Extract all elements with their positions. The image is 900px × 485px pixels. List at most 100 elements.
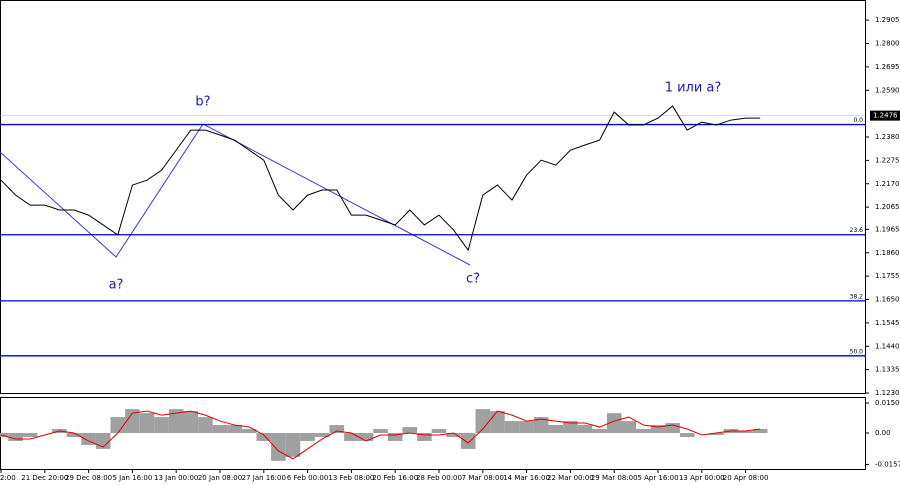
- x-tick-label: 7 Mar 08:00: [462, 474, 504, 482]
- histogram-bar: [358, 433, 374, 441]
- x-tick-label: 21 Dec 20:00: [21, 474, 68, 482]
- histogram-bar: [256, 433, 272, 441]
- x-tick-label: 13 Jan 00:00: [154, 474, 198, 482]
- x-tick-label: 22 Mar 00:00: [547, 474, 594, 482]
- histogram-bar: [679, 433, 695, 437]
- x-tick-label: 20 Apr 08:00: [723, 474, 769, 482]
- x-tick-label: 2:00: [0, 474, 16, 482]
- oscillator-panel: [0, 397, 866, 470]
- wave-annotation: a?: [109, 278, 124, 293]
- histogram-bar: [592, 429, 607, 434]
- y-tick-label: 1.1650: [875, 296, 900, 304]
- y-tick-label: 1.1440: [875, 342, 900, 350]
- x-tick-label: 28 Feb 00:00: [416, 474, 462, 482]
- histogram-bar: [285, 433, 301, 457]
- histogram-bar: [81, 433, 96, 445]
- histogram-bar: [752, 429, 768, 434]
- y-tick-label: -0.01579: [875, 460, 900, 468]
- histogram-bar: [460, 433, 476, 449]
- current-price-label: 1.2476: [873, 112, 898, 120]
- histogram-bar: [198, 417, 213, 434]
- y-tick-label: 1.2905: [875, 16, 900, 24]
- histogram-bar: [431, 429, 447, 434]
- y-tick-label: 1.2695: [875, 63, 900, 71]
- y-tick-label: 1.2800: [875, 40, 900, 48]
- histogram-bar: [22, 433, 38, 437]
- histogram-bar: [519, 421, 534, 434]
- histogram-bar: [329, 425, 345, 434]
- histogram-bar: [563, 421, 578, 434]
- histogram-bar: [139, 413, 155, 434]
- histogram-bar: [66, 433, 82, 437]
- y-tick-label: 1.1545: [875, 319, 900, 327]
- x-tick-label: 5 Apr 16:00: [637, 474, 678, 482]
- histogram-bar: [475, 409, 491, 434]
- x-tick-label: 13 Apr 00:00: [679, 474, 725, 482]
- histogram-bar: [110, 417, 126, 434]
- y-tick-label: 1.2275: [875, 156, 900, 164]
- fib-level-label: 0.0: [853, 117, 863, 124]
- histogram-bar: [227, 425, 242, 434]
- fib-level-label: 50.0: [850, 348, 864, 355]
- histogram-bar: [636, 429, 651, 434]
- histogram-bar: [504, 421, 520, 434]
- histogram-bar: [8, 433, 23, 441]
- y-tick-label: 1.1230: [875, 389, 900, 397]
- histogram-bar: [271, 433, 286, 461]
- histogram-bar: [154, 417, 169, 434]
- histogram-bar: [241, 429, 257, 434]
- histogram-bar: [314, 433, 330, 437]
- wave-annotation: 1 или a?: [665, 81, 722, 96]
- y-tick-label: 1.2590: [875, 86, 900, 94]
- histogram-bar: [300, 433, 315, 441]
- histogram-bar: [548, 425, 564, 434]
- histogram-bar: [709, 433, 724, 435]
- signal-line: [0, 410, 761, 460]
- fib-level-label: 38.2: [850, 293, 864, 300]
- histogram-bar: [212, 425, 228, 434]
- x-tick-label: 29 Mar 08:00: [591, 474, 638, 482]
- histogram-bar: [606, 413, 622, 434]
- y-tick-label: 1.2380: [875, 133, 900, 141]
- histogram-bar: [417, 433, 432, 441]
- current-price-box: [870, 110, 900, 121]
- histogram-bar: [446, 433, 461, 437]
- histogram-bar: [621, 421, 637, 434]
- x-tick-label: 14 Mar 16:00: [503, 474, 550, 482]
- main-panel: [0, 0, 866, 394]
- x-tick-label: 29 Dec 08:00: [65, 474, 112, 482]
- price-line: [0, 105, 761, 252]
- histogram-bar: [738, 431, 753, 434]
- y-tick-label: 1.1965: [875, 225, 900, 233]
- histogram-bar: [665, 423, 680, 434]
- histogram-bar: [0, 433, 9, 437]
- histogram-bar: [650, 425, 666, 434]
- y-tick-label: 1.1755: [875, 272, 900, 280]
- y-tick-label: 0.01506: [875, 399, 900, 407]
- histogram-bar: [533, 417, 549, 434]
- fib-level-label: 23.6: [850, 227, 864, 234]
- y-tick-label: 1.1860: [875, 249, 900, 257]
- histogram-bar: [577, 425, 593, 434]
- histogram-bar: [168, 409, 184, 434]
- histogram-bar: [490, 411, 505, 434]
- wave-line: [0, 123, 471, 266]
- x-tick-label: 27 Jan 16:00: [242, 474, 286, 482]
- histogram-bar: [373, 429, 388, 434]
- wave-annotation: c?: [466, 272, 480, 287]
- y-tick-label: 1.2065: [875, 203, 900, 211]
- y-tick-label: 1.2170: [875, 180, 900, 188]
- wave-annotation: b?: [195, 95, 210, 110]
- x-tick-label: 20 Feb 16:00: [372, 474, 418, 482]
- x-tick-label: 20 Jan 08:00: [198, 474, 242, 482]
- histogram-bar: [125, 409, 140, 434]
- y-tick-label: 1.1335: [875, 366, 900, 374]
- x-tick-label: 6 Feb 00:00: [287, 474, 328, 482]
- x-tick-label: 5 Jan 16:00: [112, 474, 152, 482]
- histogram-bar: [183, 411, 199, 434]
- histogram-bar: [387, 433, 403, 441]
- histogram-bar: [344, 433, 359, 441]
- x-tick-label: 13 Feb 08:00: [328, 474, 374, 482]
- y-tick-label: 0.00: [875, 429, 891, 437]
